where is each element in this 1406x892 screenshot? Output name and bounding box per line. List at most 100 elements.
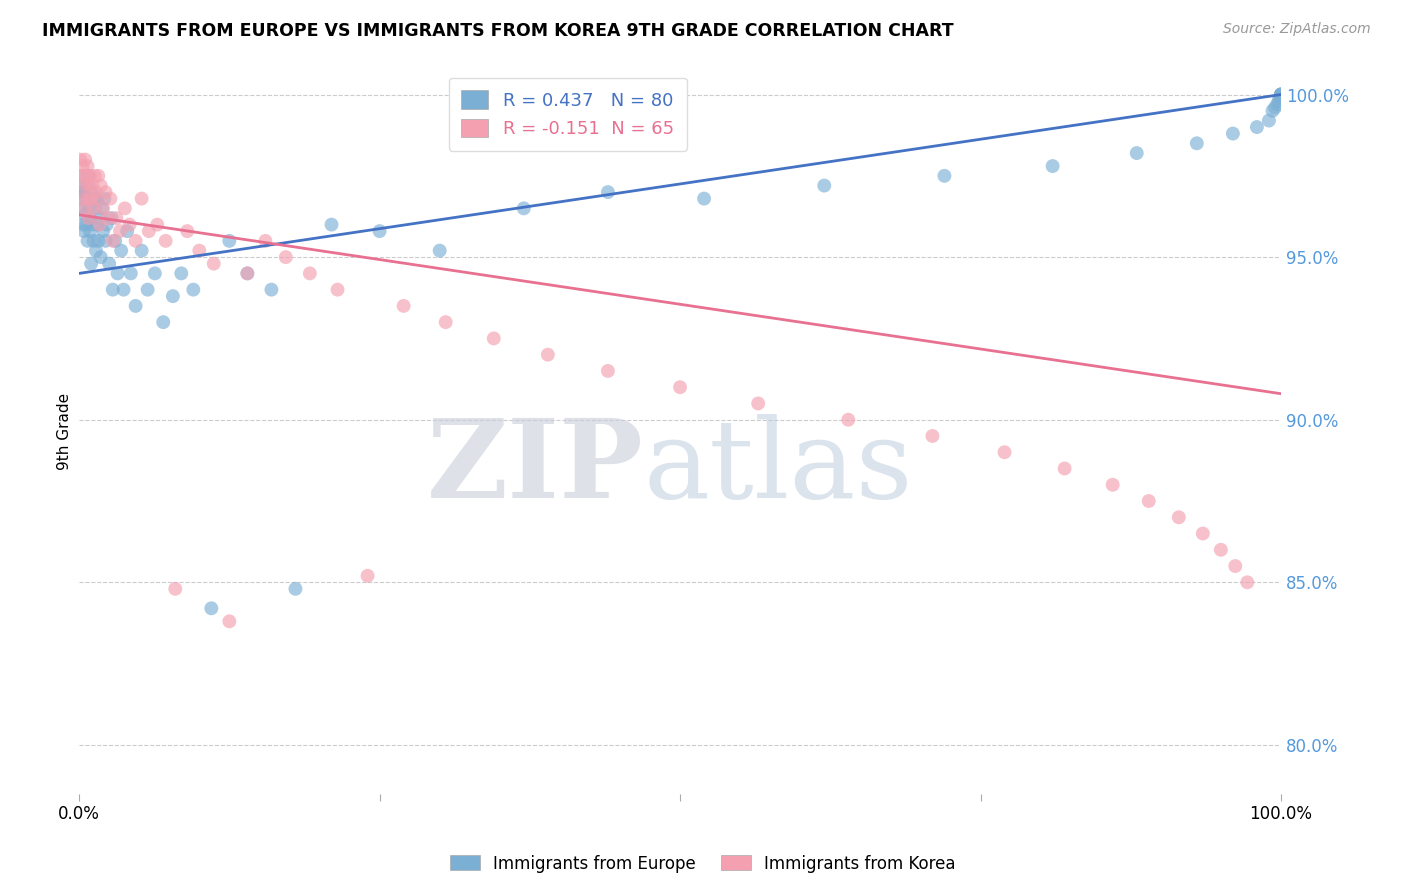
Point	[254, 234, 277, 248]
Point	[120, 266, 142, 280]
Point	[86, 218, 108, 232]
Point	[1192, 526, 1215, 541]
Point	[83, 234, 105, 248]
Point	[356, 569, 378, 583]
Point	[77, 202, 100, 216]
Point	[202, 257, 225, 271]
Point	[80, 257, 103, 271]
Point	[1101, 477, 1123, 491]
Point	[112, 283, 135, 297]
Point	[91, 202, 114, 216]
Point	[75, 208, 97, 222]
Point	[326, 283, 349, 297]
Point	[101, 283, 124, 297]
Point	[115, 224, 138, 238]
Point	[1270, 87, 1292, 102]
Point	[91, 224, 114, 238]
Point	[75, 202, 97, 216]
Point	[218, 615, 240, 629]
Point	[104, 234, 127, 248]
Point	[1236, 575, 1258, 590]
Point	[747, 396, 769, 410]
Point	[89, 218, 111, 232]
Point	[96, 218, 118, 232]
Point	[236, 266, 259, 280]
Point	[152, 315, 174, 329]
Point	[73, 202, 96, 216]
Point	[596, 185, 619, 199]
Point	[76, 178, 98, 193]
Point	[79, 224, 101, 238]
Point	[101, 234, 124, 248]
Point	[368, 224, 391, 238]
Point	[165, 582, 187, 596]
Point	[89, 211, 111, 226]
Point	[146, 218, 169, 232]
Point	[274, 250, 297, 264]
Point	[100, 192, 122, 206]
Point	[1264, 101, 1286, 115]
Point	[993, 445, 1015, 459]
Point	[170, 266, 193, 280]
Point	[83, 202, 105, 216]
Point	[1167, 510, 1189, 524]
Point	[75, 192, 97, 206]
Point	[107, 266, 129, 280]
Point	[181, 283, 204, 297]
Point	[1185, 136, 1208, 151]
Point	[90, 178, 112, 193]
Point	[321, 218, 343, 232]
Point	[1246, 120, 1268, 134]
Point	[79, 169, 101, 183]
Point	[155, 234, 177, 248]
Point	[218, 234, 240, 248]
Point	[1053, 461, 1076, 475]
Point	[837, 413, 859, 427]
Point	[1267, 94, 1289, 108]
Point	[143, 266, 166, 280]
Point	[118, 218, 141, 232]
Point	[83, 192, 105, 206]
Legend: Immigrants from Europe, Immigrants from Korea: Immigrants from Europe, Immigrants from …	[443, 848, 963, 880]
Point	[188, 244, 211, 258]
Point	[1267, 97, 1289, 112]
Point	[110, 244, 132, 258]
Point	[162, 289, 184, 303]
Point	[84, 244, 107, 258]
Point	[1261, 103, 1284, 118]
Point	[693, 192, 716, 206]
Point	[75, 153, 97, 167]
Point	[70, 169, 93, 183]
Point	[1042, 159, 1064, 173]
Point	[429, 244, 451, 258]
Point	[76, 234, 98, 248]
Point	[86, 192, 108, 206]
Point	[124, 234, 146, 248]
Point	[921, 429, 943, 443]
Y-axis label: 9th Grade: 9th Grade	[58, 392, 72, 470]
Point	[176, 224, 198, 238]
Point	[94, 234, 117, 248]
Legend: R = 0.437   N = 80, R = -0.151  N = 65: R = 0.437 N = 80, R = -0.151 N = 65	[449, 78, 686, 151]
Point	[1225, 559, 1247, 574]
Point	[83, 169, 105, 183]
Point	[84, 185, 107, 199]
Point	[669, 380, 692, 394]
Point	[1270, 87, 1292, 102]
Point	[82, 178, 104, 193]
Point	[94, 185, 117, 199]
Point	[1270, 87, 1292, 102]
Text: ZIP: ZIP	[427, 414, 644, 521]
Point	[72, 218, 94, 232]
Point	[934, 169, 956, 183]
Point	[90, 250, 112, 264]
Point	[77, 178, 100, 193]
Text: Source: ZipAtlas.com: Source: ZipAtlas.com	[1223, 22, 1371, 37]
Point	[72, 178, 94, 193]
Point	[80, 185, 103, 199]
Point	[1222, 127, 1244, 141]
Point	[69, 185, 91, 199]
Point	[813, 178, 835, 193]
Point	[136, 283, 159, 297]
Point	[87, 234, 110, 248]
